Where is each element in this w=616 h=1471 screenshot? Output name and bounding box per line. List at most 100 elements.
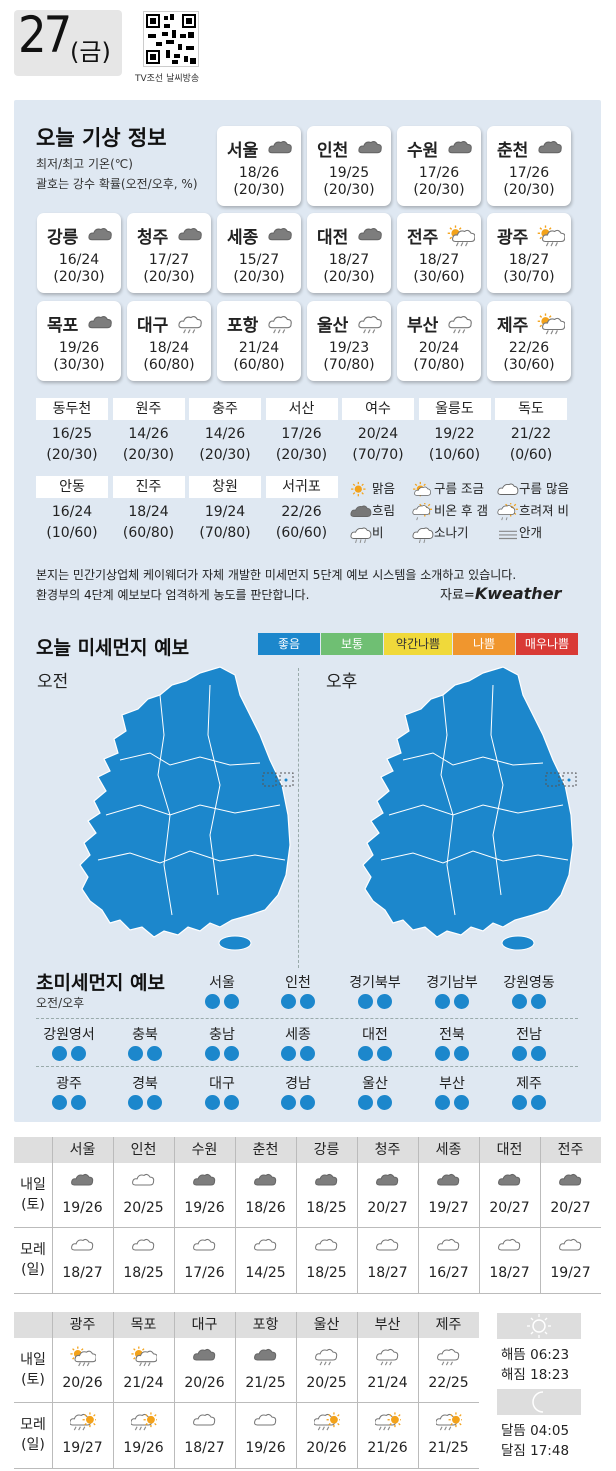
rain-sun-icon <box>296 1411 357 1435</box>
column-divider <box>235 1137 236 1293</box>
cloud-icon <box>497 481 519 496</box>
city-name: 제주 <box>497 316 529 336</box>
moon-box-header <box>497 1389 581 1415</box>
pm-am-dot <box>358 1046 373 1061</box>
legend-label: 흐림 <box>372 503 396 518</box>
pm-region-name: 경남 <box>285 1076 311 1092</box>
minor-city-rain: (10/60) <box>46 525 98 541</box>
rain-icon <box>177 313 203 334</box>
minor-city-name: 안동 <box>36 476 108 498</box>
cloudy-icon <box>235 1171 296 1195</box>
minor-city-temp: 14/26 <box>204 426 246 442</box>
forecast-city-name: 포항 <box>252 1317 279 1333</box>
forecast-header-row <box>14 1137 601 1163</box>
minor-city-name: 충주 <box>189 398 261 420</box>
column-divider <box>540 1137 541 1293</box>
dust-title: 오늘 미세먼지 예보 <box>36 637 190 659</box>
sun-cloud-icon <box>412 481 434 496</box>
cloudy-icon <box>540 1171 601 1195</box>
forecast-cell: 21/25 <box>418 1411 479 1456</box>
forecast-city-name: 목포 <box>130 1317 157 1333</box>
pm-am-dot <box>52 1095 67 1110</box>
rain-icon <box>296 1346 357 1370</box>
pm-region-dots <box>266 1046 330 1065</box>
pm-pm-dot <box>377 994 392 1009</box>
forecast-city-name: 서울 <box>69 1142 96 1158</box>
minor-city-values: 22/26 (60/60) <box>266 502 338 544</box>
pm-region-dots <box>266 994 330 1013</box>
column-divider <box>479 1137 480 1293</box>
forecast-cell: 20/25 <box>113 1171 174 1216</box>
forecast-cell: 21/24 <box>113 1346 174 1391</box>
pm-region-name: 광주 <box>56 1076 82 1092</box>
forecast-cell: 21/26 <box>357 1411 418 1456</box>
disclaimer-line-1: 본지는 민간기상업체 케이웨더가 자체 개발한 미세먼지 5단계 예보 시스템을… <box>36 568 517 582</box>
pm-region-dots <box>37 1046 101 1065</box>
rain-icon <box>267 313 293 334</box>
pm-am-dot <box>52 1046 67 1061</box>
moonrise: 달뜸 04:05 <box>501 1423 570 1439</box>
forecast-temp: 20/25 <box>123 1200 164 1216</box>
cloudy-icon <box>296 1171 357 1195</box>
cloud-light-icon <box>235 1411 296 1435</box>
cloudy-icon <box>267 225 293 243</box>
sunrise: 해뜸 06:23 <box>501 1347 570 1363</box>
pm-pm-dot <box>454 1046 469 1061</box>
cloud-light-icon <box>235 1236 296 1260</box>
minor-city-values: 19/22 (10/60) <box>419 424 491 466</box>
city-rain-prob: (60/80) <box>143 357 195 373</box>
pm-pm-dot <box>531 1095 546 1110</box>
forecast-temp: 21/25 <box>245 1375 286 1391</box>
pm-region-name: 충남 <box>209 1027 235 1043</box>
minor-city-temp: 17/26 <box>281 426 322 442</box>
pm-pm-dot <box>224 1046 239 1061</box>
map-divider <box>298 668 299 968</box>
city-temp: 18/26 <box>238 165 280 181</box>
cloud-light-icon <box>418 1236 479 1260</box>
pm-pm-dot <box>531 1046 546 1061</box>
pm-am-dot <box>435 1046 450 1061</box>
table-bottom-border <box>14 1293 601 1294</box>
cloudy-icon <box>52 1171 113 1195</box>
pm-pm-dot <box>300 1095 315 1110</box>
city-temp: 18/24 <box>148 340 190 356</box>
pm-region-name: 서울 <box>209 975 235 991</box>
pm-am-dot <box>281 994 296 1009</box>
disclaimer-line-2: 환경부의 4단계 예보보다 엄격하게 농도를 판단합니다. <box>36 588 310 602</box>
row-divider <box>14 1402 479 1403</box>
date-weekday: (금) <box>70 38 111 66</box>
forecast-city-name: 수원 <box>191 1142 218 1158</box>
forecast-temp: 19/27 <box>428 1200 469 1216</box>
pm-region-dots <box>190 994 254 1013</box>
pm-am-dot <box>435 994 450 1009</box>
sun-box-header <box>497 1313 581 1339</box>
city-name: 인천 <box>317 141 349 161</box>
minor-city-name: 서산 <box>265 398 338 420</box>
forecast-day-label: 내일 <box>20 1177 46 1193</box>
cloud-light-icon <box>113 1171 174 1195</box>
row-divider <box>14 1227 601 1228</box>
city-name: 부산 <box>407 316 439 336</box>
qr-code[interactable] <box>143 11 199 67</box>
minor-city-name: 여수 <box>342 398 414 420</box>
pm-region-dots <box>497 1046 561 1065</box>
city-rain-prob: (60/80) <box>233 357 285 373</box>
pm-am-dot <box>358 1095 373 1110</box>
column-divider <box>52 1137 53 1293</box>
city-temp: 19/23 <box>328 340 370 356</box>
cloud-then-rain-icon <box>497 501 519 520</box>
city-rain-prob: (70/80) <box>413 357 465 373</box>
pm-region-dots <box>420 1046 484 1065</box>
pm-pm-dot <box>377 1046 392 1061</box>
pm-region-dots <box>113 1046 177 1065</box>
cloudy-icon <box>174 1171 235 1195</box>
forecast-cell: 18/25 <box>296 1171 357 1216</box>
forecast-temp: 18/25 <box>306 1200 347 1216</box>
minor-city-values: 21/22 (0/60) <box>495 424 567 466</box>
city-rain-prob: (20/30) <box>323 182 375 198</box>
forecast-city-name: 광주 <box>69 1317 96 1333</box>
city-name: 전주 <box>407 228 439 248</box>
rain-sun-icon <box>113 1411 174 1435</box>
city-card: 강릉 16/24 (20/30) <box>37 213 121 293</box>
pm-region-dots <box>113 1095 177 1114</box>
